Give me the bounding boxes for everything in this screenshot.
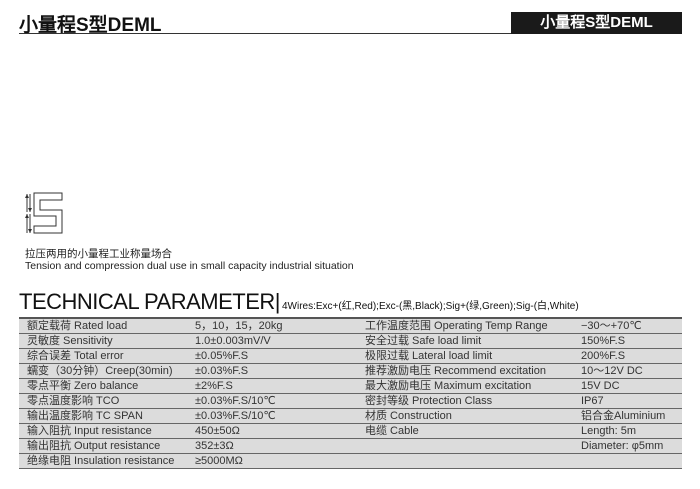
title-badge: 小量程S型DEML [511, 12, 682, 34]
s-beam-tension-compression-icon [25, 192, 63, 234]
param-value: 200%F.S [581, 350, 626, 362]
table-row: 综合误差 Total error ±0.05%F.S 极限过载 Lateral lo… [19, 349, 682, 364]
param-label: 电缆 Cable [365, 425, 419, 437]
param-label: 蠕变（30分钟）Creep(30min) [27, 365, 173, 377]
parameter-table: 额定载荷 Rated load 5，10，15，20kg 工作温度范围 Operat… [19, 317, 682, 469]
param-value: 5，10，15，20kg [195, 320, 283, 332]
param-value: ±0.03%F.S/10℃ [195, 395, 276, 407]
param-label: 灵敏度 Sensitivity [27, 335, 113, 347]
description-zh: 拉压两用的小量程工业称量场合 [25, 248, 172, 260]
param-label: 输出温度影响 TC SPAN [27, 410, 143, 422]
param-value: Diameter: φ5mm [581, 440, 664, 452]
param-label: 零点平衡 Zero balance [27, 380, 139, 392]
param-label: 综合误差 Total error [27, 350, 124, 362]
param-value: 1.0±0.003mV/V [195, 335, 271, 347]
param-label: 零点温度影响 TCO [27, 395, 120, 407]
table-row: 灵敏度 Sensitivity 1.0±0.003mV/V 安全过载 Safe lo… [19, 334, 682, 349]
table-row: 绝缘电阻 Insulation resistance ≥5000MΩ [19, 454, 682, 469]
param-label: 推荐激励电压 Recommend excitation [365, 365, 546, 377]
param-value: 铝合金Aluminium [581, 410, 666, 422]
param-value: ±2%F.S [195, 380, 233, 392]
param-label: 输入阻抗 Input resistance [27, 425, 152, 437]
param-label: 最大激励电压 Maximum excitation [365, 380, 532, 392]
table-row: 输入阻抗 Input resistance 450±50Ω 电缆 Cable Leng… [19, 424, 682, 439]
param-value: ±0.05%F.S [195, 350, 249, 362]
param-label: 绝缘电阻 Insulation resistance [27, 455, 175, 467]
description-en: Tension and compression dual use in smal… [25, 260, 354, 272]
param-label: 工作温度范围 Operating Temp Range [365, 320, 548, 332]
param-value: 450±50Ω [195, 425, 240, 437]
param-value: ≥5000MΩ [195, 455, 243, 467]
table-row: 零点平衡 Zero balance ±2%F.S 最大激励电压 Maximum ex… [19, 379, 682, 394]
param-label: 材质 Construction [365, 410, 452, 422]
param-value: −30～+70℃ [581, 320, 642, 332]
section-heading: TECHNICAL PARAMETER| 4Wires:Exc+(红,Red);E… [19, 289, 579, 315]
param-value: 352±3Ω [195, 440, 234, 452]
title-underline [19, 33, 512, 34]
param-value: ±0.03%F.S/10℃ [195, 410, 276, 422]
param-value: IP67 [581, 395, 604, 407]
table-row: 蠕变（30分钟）Creep(30min) ±0.03%F.S 推荐激励电压 Reco… [19, 364, 682, 379]
param-label: 密封等级 Protection Class [365, 395, 493, 407]
page-title: 小量程S型DEML [19, 15, 162, 36]
param-label: 极限过载 Lateral load limit [365, 350, 493, 362]
section-title: TECHNICAL PARAMETER| [19, 289, 280, 314]
table-row: 输出温度影响 TC SPAN ±0.03%F.S/10℃ 材质 Constructi… [19, 409, 682, 424]
param-label: 安全过载 Safe load limit [365, 335, 482, 347]
wire-color-legend: 4Wires:Exc+(红,Red);Exc-(黑,Black);Sig+(绿,… [281, 301, 579, 312]
param-value: ±0.03%F.S [195, 365, 249, 377]
table-row: 额定载荷 Rated load 5，10，15，20kg 工作温度范围 Operat… [19, 319, 682, 334]
param-value: 10～12V DC [581, 365, 643, 377]
table-row: 输出阻抗 Output resistance 352±3Ω Diameter: φ5… [19, 439, 682, 454]
param-value: Length: 5m [581, 425, 637, 437]
param-label: 输出阻抗 Output resistance [27, 440, 161, 452]
table-row: 零点温度影响 TCO ±0.03%F.S/10℃ 密封等级 Protection C… [19, 394, 682, 409]
param-value: 15V DC [581, 380, 620, 392]
param-value: 150%F.S [581, 335, 626, 347]
param-label: 额定载荷 Rated load [27, 320, 128, 332]
